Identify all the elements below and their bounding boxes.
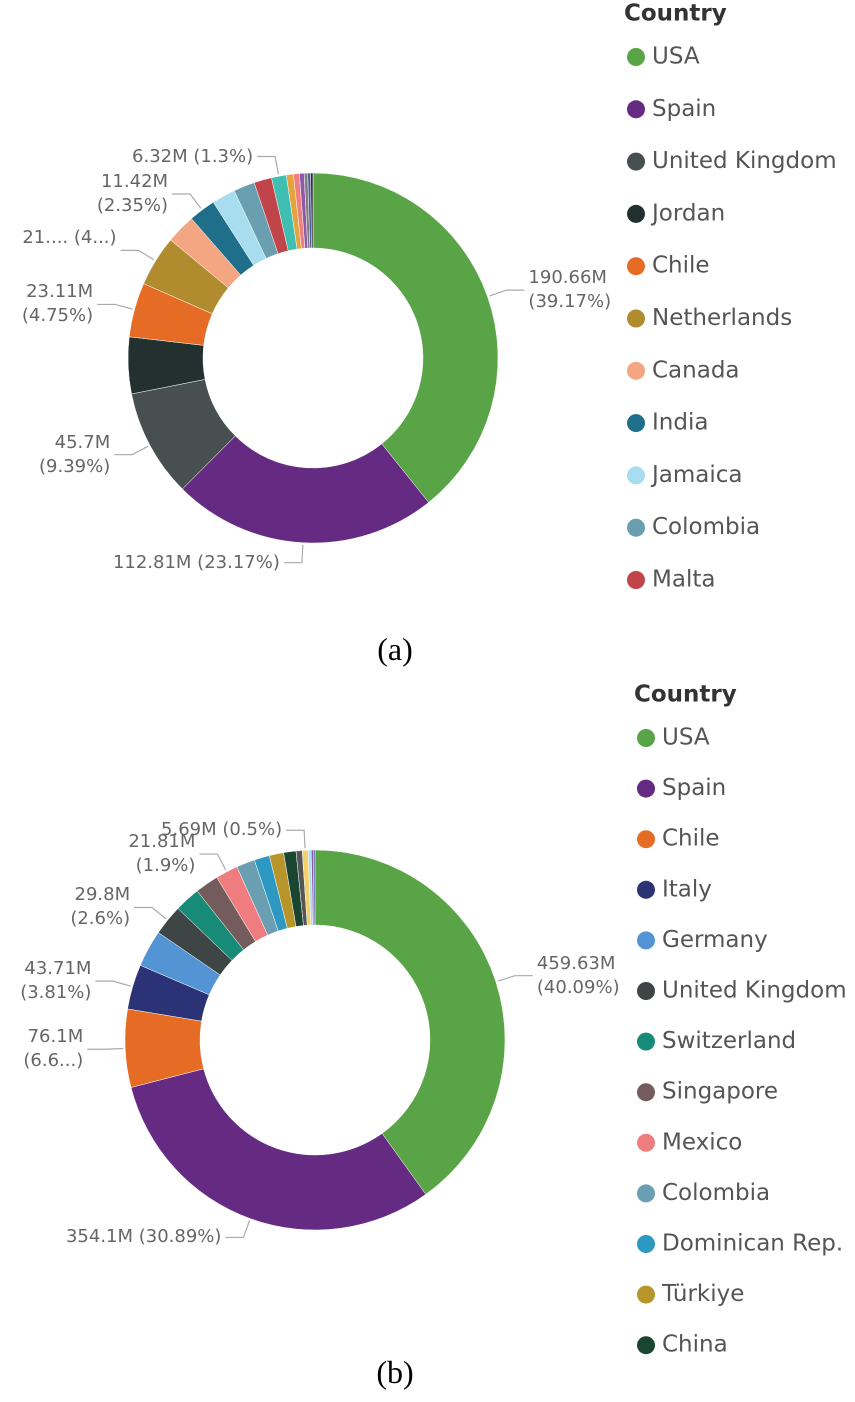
legend-marker [627,571,645,589]
leader-line [286,829,306,849]
caption: (a) [377,631,413,667]
legend-marker [627,414,645,433]
legend-marker [637,1184,655,1203]
legend-marker [627,152,645,171]
donut-slice [313,849,316,926]
legend-label: Jordan [650,200,725,226]
legend-label: Italy [662,876,712,902]
legend-label: Jamaica [650,462,743,488]
data-label: 190.66M (39.17%) [528,267,612,313]
leader-line [120,249,155,261]
data-label: 5.69M (0.5%) [161,819,283,841]
leader-line [95,980,131,987]
legend-marker [637,1285,655,1304]
legend-marker [637,1032,655,1051]
legend-marker [637,931,655,950]
legend-marker [627,518,645,537]
donut-slice [182,435,429,544]
legend-label: Spain [652,96,716,122]
legend-label: Netherlands [652,305,792,331]
legend-label: Canada [652,357,740,383]
legend-label: Switzerland [662,1028,796,1054]
leader-line [497,975,533,982]
legend-marker [637,1336,655,1355]
legend-marker [627,257,645,276]
legend-marker [637,1235,655,1253]
donut-slice [314,849,506,1195]
leader-line [257,155,280,175]
legend-label: Chile [652,253,710,279]
leader-line [172,193,202,209]
legend-marker [627,309,645,328]
leader-line [489,289,525,297]
data-label: 29.8M (2.6%) [70,884,131,930]
data-label: 21.81M (1.9%) [128,831,196,877]
legend-label: Türkiye [661,1281,744,1307]
data-label: 45.7M (9.39%) [39,431,111,477]
legend-title: Country [624,1,727,27]
legend-label: Colombia [652,514,760,540]
legend-marker [637,729,655,747]
donut-slice [312,172,499,503]
leader-line [199,853,227,871]
legend-label: United Kingdom [652,148,837,174]
data-label: 43.71M (3.81%) [20,958,92,1004]
leader-line [97,303,133,310]
legend-label: Mexico [662,1129,742,1155]
legend-marker [637,1133,655,1152]
legend-marker [637,779,655,798]
leader-line [87,1047,124,1050]
data-label: 459.63M (40.09%) [536,952,620,998]
legend-marker [627,361,645,380]
legend-marker [637,880,655,899]
legend-marker [637,982,655,1000]
legend-label: USA [652,44,700,70]
data-label: 21.... (4...) [22,227,117,249]
legend-title: Country [634,682,737,708]
data-label: 23.11M (4.75%) [21,281,94,327]
leader-line [283,544,304,564]
legend-label: India [652,410,708,436]
donut-slice [130,1068,427,1231]
legend-marker [637,830,655,849]
leader-line [114,445,149,456]
data-label: 6.32M (1.3%) [132,145,254,167]
data-label: 354.1M (30.89%) [65,1226,222,1248]
legend-label: Chile [662,826,720,852]
legend-label: Singapore [662,1079,778,1105]
legend-label: Dominican Rep. [662,1231,843,1257]
legend-label: United Kingdom [662,978,847,1004]
legend-label: China [662,1332,728,1358]
legend-marker [627,204,645,223]
leader-line [134,906,167,920]
leader-line [225,1220,251,1239]
data-label: 76.1M (6.6...) [23,1026,84,1072]
caption: (b) [376,1354,413,1390]
legend-label: Germany [662,927,768,953]
donut-slice [310,172,314,249]
legend-marker [627,466,645,485]
data-label: 11.42M (2.35%) [96,170,169,216]
legend-marker [627,100,645,119]
legend-marker [637,1083,655,1102]
legend-label: Malta [652,567,715,593]
legend-marker [627,48,645,66]
legend-label: Colombia [662,1180,770,1206]
legend-label: USA [662,725,710,751]
data-label: 112.81M (23.17%) [112,551,280,573]
legend-label: Spain [662,775,726,801]
